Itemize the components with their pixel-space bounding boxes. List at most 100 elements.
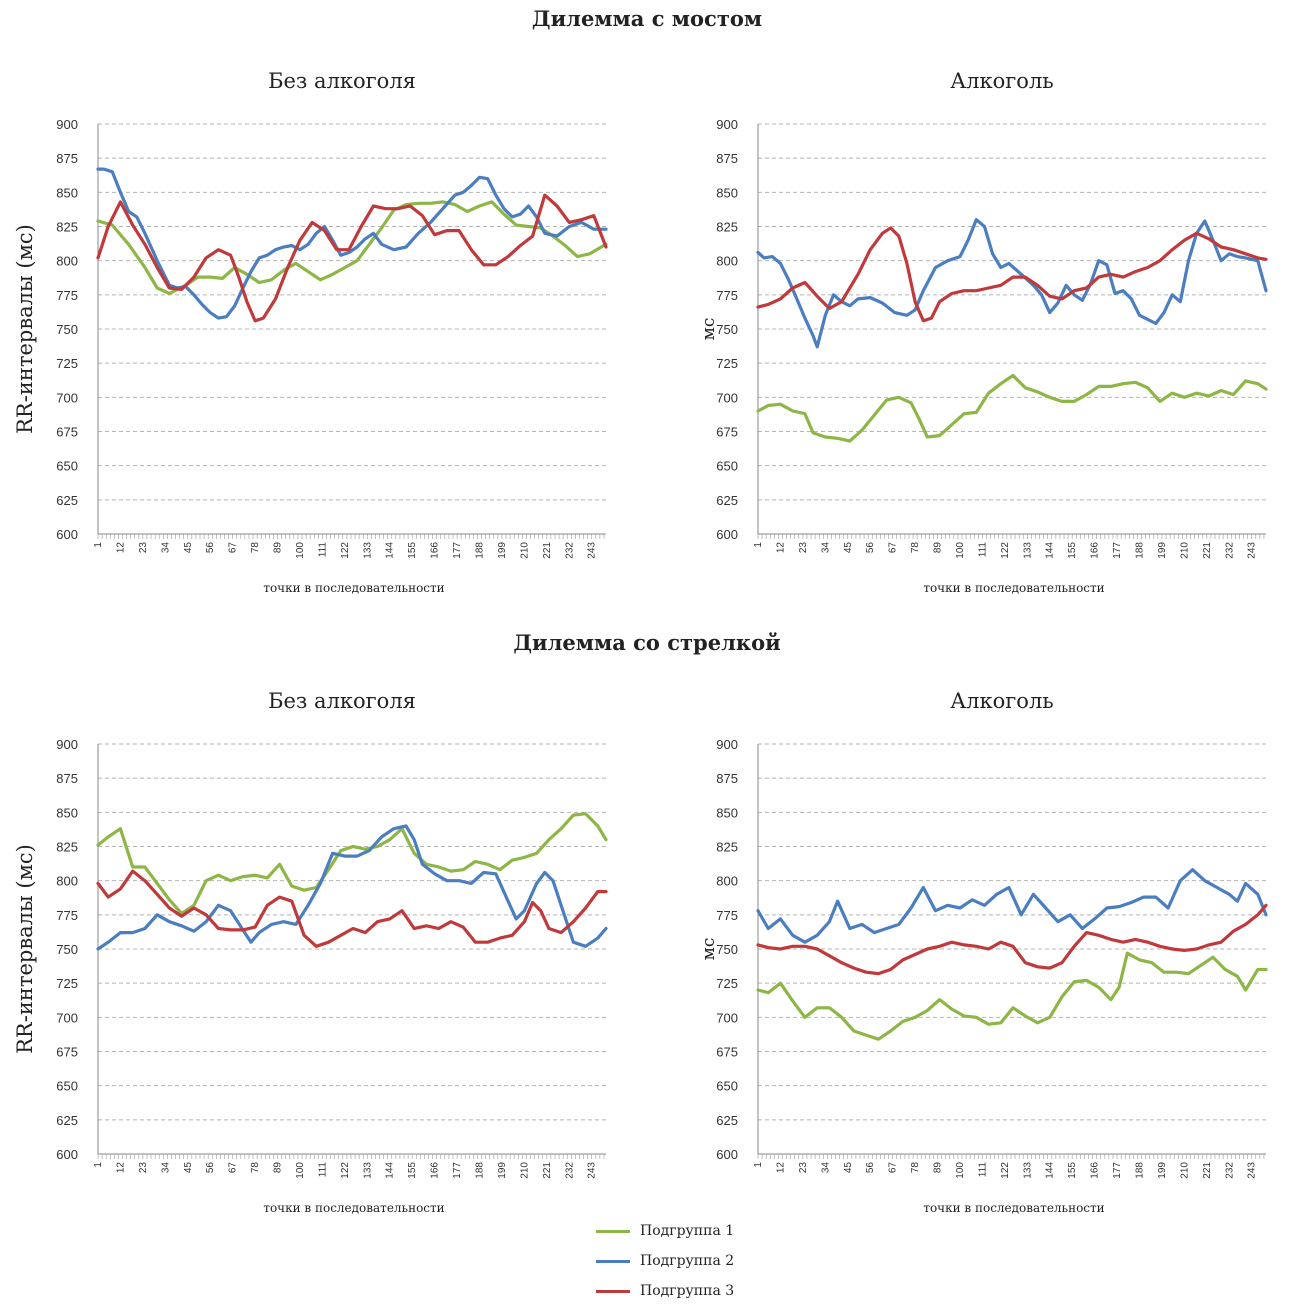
x-tick-label: 23	[138, 542, 149, 554]
x-tick-label: 122	[340, 1162, 351, 1179]
y-tick-label: 600	[716, 1147, 738, 1162]
y-tick-label: 750	[716, 322, 738, 337]
y-tick-label: 825	[56, 840, 78, 855]
y-tick-label: 600	[56, 527, 78, 542]
x-tick-label: 1	[753, 542, 764, 548]
x-tick-label: 67	[228, 1162, 239, 1174]
x-tick-label: 177	[1112, 1162, 1123, 1179]
chart-bridge-alcohol: Алкоголь 600 625 650 675 700 725 750 775 800 825 85…	[699, 69, 1268, 595]
x-tick-label: 45	[843, 1162, 854, 1174]
x-tick-label: 34	[820, 1162, 831, 1174]
x-tick-label: 133	[1022, 1162, 1033, 1179]
x-tick-label: 12	[775, 1162, 786, 1174]
y-tick-label: 750	[56, 322, 78, 337]
y-tick-label: 800	[716, 254, 738, 269]
y-tick-label: 600	[716, 527, 738, 542]
x-tick-label: 166	[430, 542, 441, 559]
y-tick-label: 875	[716, 771, 738, 786]
x-tick-label: 232	[564, 1162, 575, 1179]
y-tick-label: 775	[56, 908, 78, 923]
chart-arrow-no-alcohol: Без алкоголя 600 625 650 675 700 725 750 775 800 8…	[13, 689, 608, 1215]
y-tick-label: 875	[56, 151, 78, 166]
y-tick-label: 900	[56, 737, 78, 752]
x-tick-label: 144	[385, 1162, 396, 1179]
x-tick-label: 210	[1179, 542, 1190, 559]
x-tick-label: 34	[160, 1162, 171, 1174]
x-tick-label: 122	[340, 542, 351, 559]
x-tick-label: 122	[1000, 1162, 1011, 1179]
series-line-subgroup1	[756, 373, 1268, 443]
y-tick-label: 775	[716, 288, 738, 303]
x-tick-label: 155	[1067, 1162, 1078, 1179]
x-tick-label: 133	[362, 1162, 373, 1179]
x-axis-label: точки в последовательности	[263, 581, 444, 595]
legend-item-subgroup3: Подгруппа 3	[596, 1276, 734, 1306]
x-tick-label: 155	[407, 542, 418, 559]
y-tick-label: 725	[56, 356, 78, 371]
x-tick-label: 133	[1022, 542, 1033, 559]
y-tick-label: 725	[56, 976, 78, 991]
x-tick-label: 144	[385, 542, 396, 559]
series-line-subgroup2	[96, 167, 608, 320]
x-tick-label: 100	[955, 542, 966, 559]
y-tick-label: 850	[56, 185, 78, 200]
panel-title: Без алкоголя	[268, 69, 416, 93]
y-tick-label: 775	[716, 908, 738, 923]
x-tick-label: 232	[1224, 542, 1235, 559]
x-tick-label: 210	[1179, 1162, 1190, 1179]
y-tick-label: 625	[716, 493, 738, 508]
y-tick-label: 800	[716, 874, 738, 889]
x-tick-label: 177	[452, 1162, 463, 1179]
x-tick-label: 188	[1135, 542, 1146, 559]
x-tick-label: 34	[820, 542, 831, 554]
x-tick-label: 34	[160, 542, 171, 554]
y-tick-label: 625	[56, 1113, 78, 1128]
series-line-subgroup2	[756, 868, 1268, 944]
x-tick-label: 188	[475, 1162, 486, 1179]
x-axis-label: точки в последовательности	[923, 581, 1104, 595]
y-tick-label: 750	[716, 942, 738, 957]
y-tick-label: 650	[56, 1079, 78, 1094]
y-tick-label: 625	[716, 1113, 738, 1128]
x-tick-label: 12	[775, 542, 786, 554]
section-title-arrow: Дилемма со стрелкой	[513, 630, 781, 655]
y-tick-label: 875	[716, 151, 738, 166]
x-tick-label: 67	[888, 1162, 899, 1174]
y-tick-label: 825	[716, 840, 738, 855]
panel-title: Алкоголь	[950, 689, 1053, 713]
x-tick-label: 243	[587, 542, 598, 559]
x-tick-label: 89	[933, 542, 944, 554]
x-tick-label: 78	[250, 1162, 261, 1174]
x-tick-label: 111	[977, 1162, 988, 1178]
x-tick-label: 221	[542, 1162, 553, 1179]
x-tick-label: 155	[1067, 542, 1078, 559]
chart-bridge-no-alcohol: Без алкоголя 600 625 650 675 700 725 750 775 800 8…	[13, 69, 608, 595]
x-axis-label: точки в последовательности	[923, 1201, 1104, 1215]
y-tick-label: 700	[56, 390, 78, 405]
y-tick-label: 850	[716, 185, 738, 200]
x-tick-label: 45	[183, 1162, 194, 1174]
y-tick-label: 750	[56, 942, 78, 957]
x-tick-label: 199	[497, 542, 508, 559]
y-axis-label: мс	[699, 318, 719, 341]
y-tick-label: 625	[56, 493, 78, 508]
y-axis-label: мс	[699, 938, 719, 961]
x-tick-label: 100	[295, 542, 306, 559]
legend-label-subgroup1: Подгруппа 1	[640, 1223, 735, 1239]
series-line-subgroup3	[96, 193, 608, 323]
x-tick-label: 243	[1247, 542, 1258, 559]
legend-swatch-subgroup1	[596, 1229, 630, 1233]
x-tick-label: 166	[1090, 542, 1101, 559]
y-tick-label: 650	[716, 1079, 738, 1094]
x-tick-label: 111	[977, 542, 988, 558]
panel-title: Без алкоголя	[268, 689, 416, 713]
x-tick-label: 67	[888, 542, 899, 554]
y-tick-label: 675	[716, 1045, 738, 1060]
x-tick-label: 243	[587, 1162, 598, 1179]
x-tick-label: 155	[407, 1162, 418, 1179]
x-tick-label: 23	[798, 1162, 809, 1174]
panel-title: Алкоголь	[950, 69, 1053, 93]
x-tick-label: 122	[1000, 542, 1011, 559]
y-tick-label: 650	[716, 459, 738, 474]
legend-swatch-subgroup2	[596, 1259, 630, 1263]
